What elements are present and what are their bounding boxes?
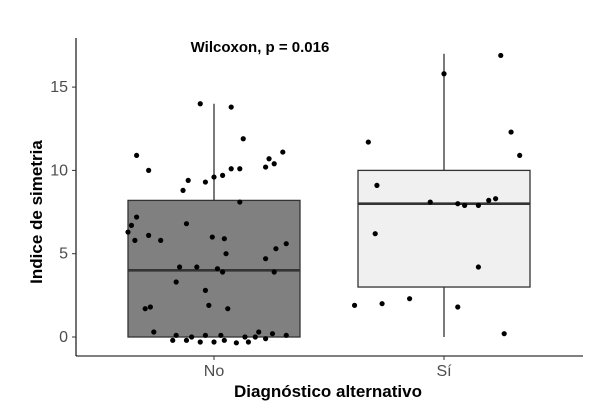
- data-point: [372, 231, 378, 237]
- box-si: [357, 169, 531, 288]
- data-point: [263, 336, 269, 342]
- data-point: [455, 201, 461, 207]
- data-point: [365, 139, 371, 145]
- data-point: [223, 251, 229, 257]
- data-point: [147, 304, 153, 310]
- data-point: [158, 237, 164, 243]
- data-point: [271, 161, 277, 167]
- data-point: [475, 264, 481, 270]
- x-tick-label: No: [204, 363, 225, 380]
- box-no: [127, 199, 301, 338]
- data-point: [180, 187, 186, 193]
- wilcoxon-annotation: Wilcoxon, p = 0.016: [191, 39, 330, 56]
- data-point: [211, 339, 217, 345]
- data-point: [280, 149, 286, 155]
- data-point: [283, 241, 289, 247]
- y-axis-title: Indice de simetria: [27, 140, 46, 284]
- data-point: [237, 166, 243, 172]
- data-point: [197, 101, 203, 107]
- data-point: [225, 306, 231, 312]
- data-point: [256, 329, 262, 335]
- data-point: [197, 339, 203, 345]
- data-point: [269, 331, 276, 337]
- data-point: [183, 221, 190, 227]
- data-point: [142, 306, 148, 312]
- data-point: [146, 232, 152, 238]
- data-point: [214, 266, 221, 272]
- data-point: [173, 279, 179, 285]
- data-point: [228, 166, 234, 172]
- data-point: [134, 152, 140, 159]
- data-point: [508, 129, 514, 135]
- data-point: [221, 236, 227, 242]
- data-point: [202, 287, 208, 293]
- data-point: [501, 331, 507, 337]
- data-point: [183, 337, 190, 343]
- points-layer: [125, 52, 523, 346]
- data-point: [128, 222, 135, 228]
- data-point: [202, 332, 208, 338]
- data-point: [211, 174, 217, 180]
- data-point: [221, 337, 227, 343]
- data-point: [177, 264, 183, 270]
- data-point: [427, 199, 433, 205]
- data-point: [263, 164, 269, 170]
- data-point: [240, 136, 246, 142]
- data-point: [351, 302, 358, 308]
- data-point: [462, 202, 468, 208]
- x-axis-title: Diagnóstico alternativo: [234, 382, 422, 401]
- data-point: [475, 202, 481, 208]
- data-point: [237, 199, 243, 205]
- boxes-layer: [127, 53, 531, 338]
- y-tick-label: 15: [50, 79, 68, 96]
- data-point: [218, 332, 224, 338]
- data-point: [252, 334, 258, 340]
- data-point: [151, 329, 157, 335]
- data-point: [266, 156, 272, 162]
- data-point: [271, 269, 277, 275]
- data-point: [486, 197, 492, 203]
- data-point: [242, 334, 248, 340]
- data-point: [273, 246, 279, 252]
- axes-layer: 0 5 10 15 No Sí: [50, 38, 583, 380]
- data-point: [263, 256, 269, 262]
- data-point: [245, 339, 251, 345]
- data-point: [134, 214, 140, 220]
- data-point: [206, 302, 212, 308]
- data-point: [189, 334, 195, 340]
- data-point: [220, 269, 226, 275]
- data-point: [407, 296, 413, 302]
- data-point: [374, 182, 380, 188]
- data-point: [209, 234, 215, 240]
- data-point: [170, 337, 176, 343]
- data-point: [283, 332, 289, 338]
- data-point: [146, 167, 152, 173]
- data-point: [498, 52, 504, 59]
- data-point: [173, 332, 179, 338]
- y-tick-label: 5: [59, 246, 68, 263]
- y-tick-label: 0: [59, 329, 68, 346]
- data-point: [233, 340, 239, 346]
- data-point: [125, 229, 131, 235]
- data-point: [132, 237, 138, 243]
- data-point: [220, 172, 226, 178]
- data-point: [441, 71, 447, 77]
- data-point: [455, 304, 461, 310]
- data-point: [228, 104, 234, 110]
- data-point: [517, 152, 523, 159]
- data-point: [379, 301, 385, 307]
- data-point: [185, 177, 191, 183]
- data-point: [202, 179, 208, 185]
- x-tick-label: Sí: [436, 363, 452, 380]
- data-point: [493, 196, 499, 202]
- y-tick-label: 10: [50, 162, 68, 179]
- data-point: [194, 264, 200, 270]
